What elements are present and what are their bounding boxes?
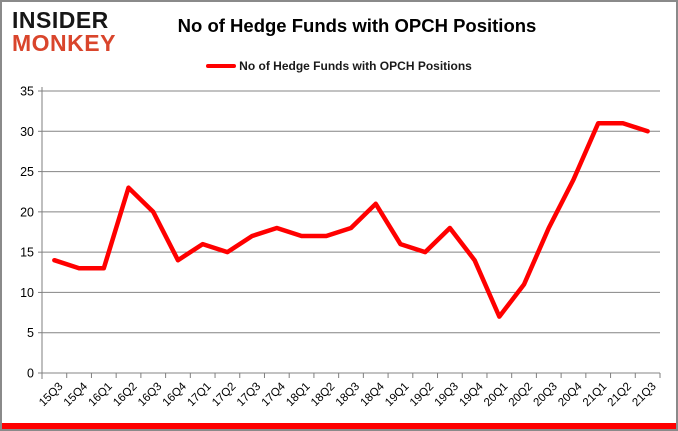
x-tick-label: 16Q4 [161,380,190,409]
y-tick-label: 30 [20,125,34,139]
logo-insider-text: INSIDER [12,7,109,33]
legend-label: No of Hedge Funds with OPCH Positions [239,59,472,73]
insider-monkey-logo: INSIDER MONKEY [12,9,116,54]
x-tick-label: 18Q4 [358,380,387,409]
x-tick-label: 17Q2 [210,381,238,409]
bottom-red-bar [2,423,676,429]
x-tick-label: 21Q2 [606,381,634,409]
legend-line-swatch [206,64,237,68]
x-tick-label: 15Q4 [62,380,91,409]
x-tick-label: 19Q3 [433,381,461,409]
y-tick-label: 20 [20,205,34,219]
x-tick-label: 15Q3 [37,381,65,409]
legend: No of Hedge Funds with OPCH Positions [2,59,676,73]
y-tick-label: 25 [20,165,34,179]
x-tick-label: 20Q4 [556,380,585,409]
x-tick-label: 19Q1 [383,381,411,409]
x-tick-label: 17Q4 [260,380,289,409]
x-tick-label: 17Q3 [235,381,263,409]
x-tick-label: 19Q2 [408,381,436,409]
x-tick-label: 19Q4 [457,380,486,409]
x-tick-label: 17Q1 [185,381,213,409]
chart-title: No of Hedge Funds with OPCH Positions [177,15,537,36]
y-tick-label: 0 [27,367,34,381]
y-tick-label: 15 [20,246,34,260]
x-tick-label: 18Q1 [284,381,312,409]
x-tick-label: 21Q1 [581,381,609,409]
logo-monkey-text: MONKEY [12,29,116,56]
x-tick-label: 16Q3 [136,381,164,409]
x-tick-label: 18Q2 [309,381,337,409]
x-tick-label: 16Q1 [87,381,115,409]
x-tick-label: 20Q1 [482,381,510,409]
x-tick-label: 20Q3 [531,381,559,409]
y-tick-label: 10 [20,286,34,300]
y-tick-label: 35 [20,85,34,99]
data-line-series [52,120,650,319]
x-tick-label: 18Q3 [334,381,362,409]
x-tick-label: 20Q2 [507,381,535,409]
x-tick-label: 21Q3 [630,381,658,409]
x-tick-label: 16Q2 [111,381,139,409]
y-tick-label: 5 [27,326,34,340]
